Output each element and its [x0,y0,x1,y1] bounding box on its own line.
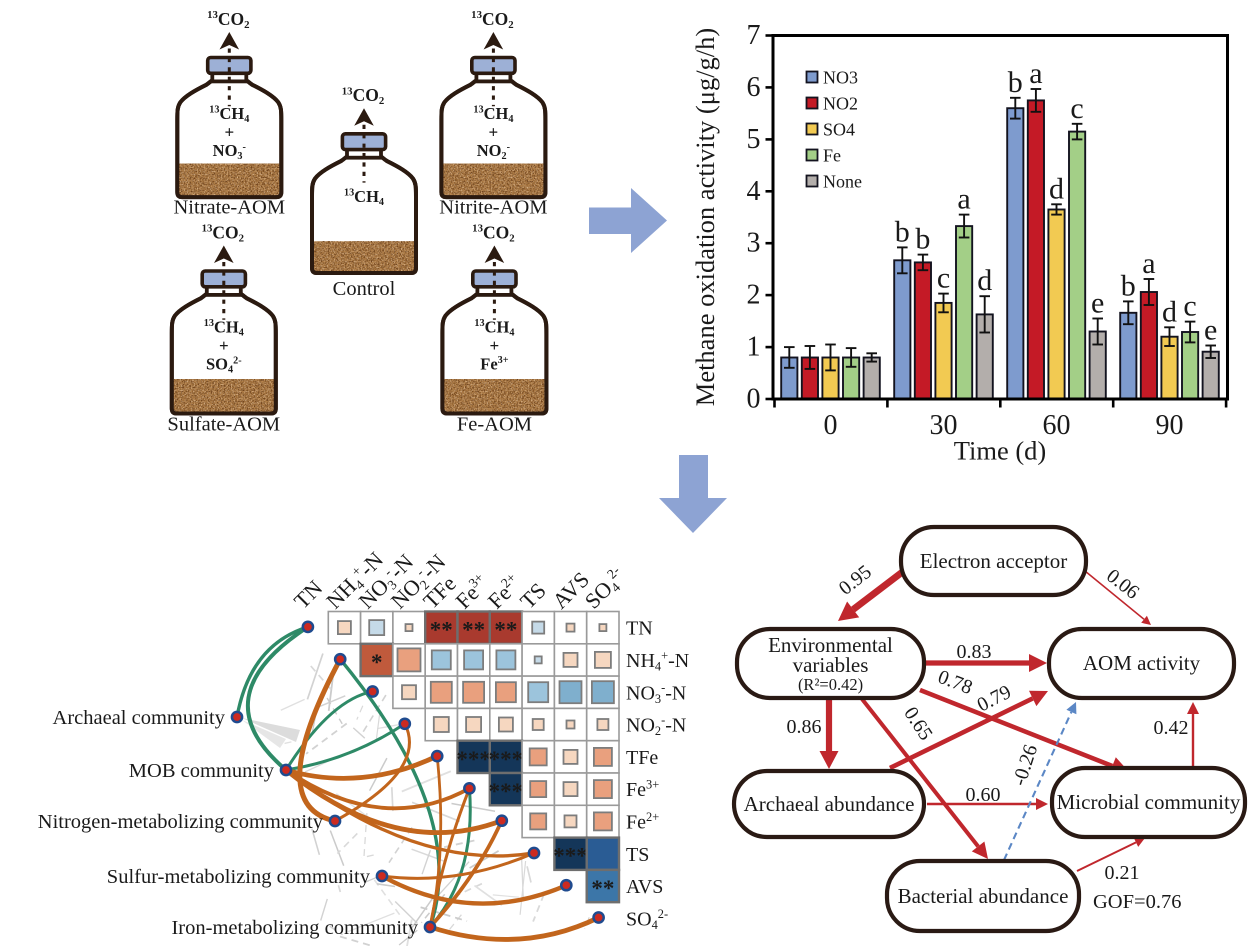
svg-text:a: a [957,183,970,216]
svg-text:variables: variables [793,653,869,677]
svg-text:c: c [1070,92,1083,125]
svg-text:**: ** [462,618,485,643]
svg-text:TFe: TFe [626,747,658,769]
svg-text:Electron acceptor: Electron acceptor [920,549,1068,573]
svg-text:a: a [1142,247,1155,280]
svg-text:Iron-metabolizing community: Iron-metabolizing community [171,917,418,939]
svg-text:0.83: 0.83 [957,641,992,663]
svg-text:b: b [1008,66,1023,99]
svg-text:***: *** [489,747,524,772]
svg-text:b: b [895,215,910,248]
svg-text:d: d [1162,295,1177,328]
svg-text:0: 0 [747,384,761,415]
svg-text:NO2-: NO2- [477,141,511,162]
svg-text:**: ** [430,618,453,643]
svg-text:0.42: 0.42 [1154,717,1189,739]
svg-text:c: c [937,262,950,295]
svg-text:MOB community: MOB community [129,760,275,782]
svg-text:b: b [915,223,930,256]
svg-text:7: 7 [747,20,761,51]
svg-text:(R²=0.42): (R²=0.42) [798,675,863,694]
svg-text:+: + [224,123,234,142]
svg-text:0: 0 [824,410,838,441]
svg-text:13CO2: 13CO2 [471,9,513,31]
svg-text:30: 30 [930,410,958,441]
svg-text:NO2: NO2 [823,94,858,114]
svg-text:Fe3+: Fe3+ [480,355,509,374]
svg-text:13CH4: 13CH4 [474,318,514,339]
svg-text:e: e [1091,287,1104,320]
svg-text:TS: TS [626,844,649,866]
svg-text:d: d [1049,172,1064,205]
svg-text:Fe2+: Fe2+ [626,810,659,834]
svg-text:NO2--N: NO2--N [626,713,686,738]
svg-text:Time (d): Time (d) [954,436,1047,466]
svg-text:***: *** [456,747,491,772]
svg-text:13CH4: 13CH4 [204,318,244,339]
svg-text:13CO2: 13CO2 [207,9,249,31]
svg-text:Bacterial abundance: Bacterial abundance [898,884,1069,908]
svg-text:SO42-: SO42- [206,355,242,376]
svg-text:***: *** [489,779,524,804]
svg-text:***: *** [553,844,588,869]
svg-text:13CO2: 13CO2 [472,222,514,244]
svg-text:0.21: 0.21 [1105,862,1140,884]
svg-text:GOF=0.76: GOF=0.76 [1093,891,1181,913]
svg-text:0.86: 0.86 [787,716,822,738]
svg-text:TN: TN [626,618,653,640]
svg-text:Fe3+: Fe3+ [626,778,659,802]
svg-text:13CH4: 13CH4 [473,104,513,125]
svg-text:Fe: Fe [823,146,841,166]
svg-text:Nitrate-AOM: Nitrate-AOM [174,197,286,219]
svg-text:a: a [1029,57,1042,90]
svg-text:+: + [219,336,229,355]
svg-text:e: e [1204,314,1217,347]
svg-text:NO3: NO3 [823,68,858,88]
svg-text:Nitrite-AOM: Nitrite-AOM [439,197,547,219]
svg-text:Archaeal abundance: Archaeal abundance [744,792,915,816]
svg-text:Sulfur-metabolizing community: Sulfur-metabolizing community [107,866,371,888]
svg-text:Methane oxidation activity (μg: Methane oxidation activity (μg/g/h) [690,28,720,407]
svg-text:SO4: SO4 [823,120,855,140]
svg-text:Fe-AOM: Fe-AOM [457,414,532,436]
svg-text:2: 2 [747,280,761,311]
svg-text:c: c [1183,290,1196,323]
svg-text:AVS: AVS [626,876,663,898]
svg-text:+: + [490,336,500,355]
svg-text:**: ** [494,618,517,643]
svg-text:60: 60 [1043,410,1071,441]
svg-text:AOM activity: AOM activity [1083,651,1201,675]
svg-text:Archaeal community: Archaeal community [53,707,226,729]
svg-text:Nitrogen-metabolizing communit: Nitrogen-metabolizing community [38,811,324,833]
svg-text:6: 6 [747,72,761,103]
svg-text:5: 5 [747,124,761,155]
svg-text:NO3-: NO3- [213,141,247,162]
svg-text:Control: Control [333,278,396,300]
svg-text:4: 4 [747,176,761,207]
svg-text:d: d [977,264,992,297]
svg-text:13CH4: 13CH4 [209,104,249,125]
svg-text:**: ** [591,876,614,901]
svg-text:13CH4: 13CH4 [344,187,384,208]
svg-text:NO3--N: NO3--N [626,681,686,706]
svg-text:13CO2: 13CO2 [202,222,244,244]
svg-text:SO42-: SO42- [626,907,668,932]
svg-text:13CO2: 13CO2 [342,85,384,107]
svg-text:3: 3 [747,228,761,259]
svg-text:Sulfate-AOM: Sulfate-AOM [167,414,280,436]
svg-text:NH4+-N: NH4+-N [626,648,689,673]
svg-text:b: b [1121,269,1136,302]
svg-text:+: + [489,123,499,142]
svg-text:None: None [823,172,862,192]
svg-text:Microbial community: Microbial community [1057,790,1241,814]
svg-text:90: 90 [1156,410,1184,441]
svg-text:1: 1 [747,332,761,363]
svg-text:Environmental: Environmental [768,633,893,657]
svg-text:0.60: 0.60 [966,784,1001,806]
svg-text:*: * [371,650,383,675]
